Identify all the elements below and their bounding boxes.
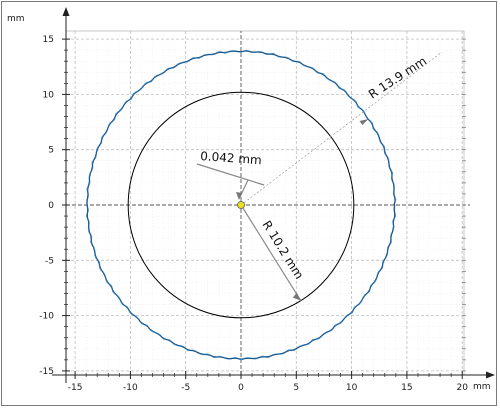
x-tick-label: -10 — [123, 383, 138, 393]
x-tick-label: 20 — [456, 383, 468, 393]
grid — [65, 30, 465, 376]
y-tick-label: 15 — [43, 35, 54, 45]
inner-radius-dimension-line — [240, 204, 302, 301]
x-axis-arrow — [486, 371, 495, 379]
y-tick-label: -5 — [45, 256, 54, 266]
measurement-view: -15 -10 -5 0 5 10 15 20 15 10 5 0 -5 -10 -15 mm mm 0.0… — [1, 1, 497, 406]
y-tick-label: 0 — [48, 201, 54, 211]
outer-circle-fit — [87, 51, 395, 359]
y-axis-unit: mm — [7, 14, 25, 24]
offset-label: 0.042 mm — [200, 149, 262, 167]
x-axis-unit: mm — [473, 382, 491, 392]
shapes — [86, 49, 443, 361]
x-tick-label: -5 — [181, 383, 190, 393]
outer-circle — [86, 49, 397, 361]
outer-radius-arrowhead — [359, 119, 369, 126]
x-tick-label: 5 — [293, 383, 299, 393]
inner-circle — [127, 91, 355, 319]
plot-border — [65, 30, 465, 376]
x-tick-label: -15 — [68, 383, 83, 393]
tick-labels: -15 -10 -5 0 5 10 15 20 15 10 5 0 -5 -10 -15 — [39, 35, 468, 393]
center-point — [237, 201, 245, 209]
x-tick-label: 10 — [346, 383, 358, 393]
inner-radius-arrowhead — [292, 292, 301, 301]
circle-plot: -15 -10 -5 0 5 10 15 20 15 10 5 0 -5 -10 -15 mm mm 0.0… — [7, 7, 495, 393]
offset-leader-line — [196, 163, 265, 186]
x-tick-label: 15 — [401, 383, 412, 393]
y-tick-label: -10 — [39, 312, 54, 322]
y-axis-arrow — [62, 7, 70, 16]
y-tick-label: -15 — [39, 367, 54, 377]
offset-arrowhead — [236, 192, 242, 200]
y-tick-label: 5 — [48, 146, 54, 156]
x-tick-label: 0 — [238, 383, 244, 393]
y-tick-label: 10 — [43, 90, 55, 100]
